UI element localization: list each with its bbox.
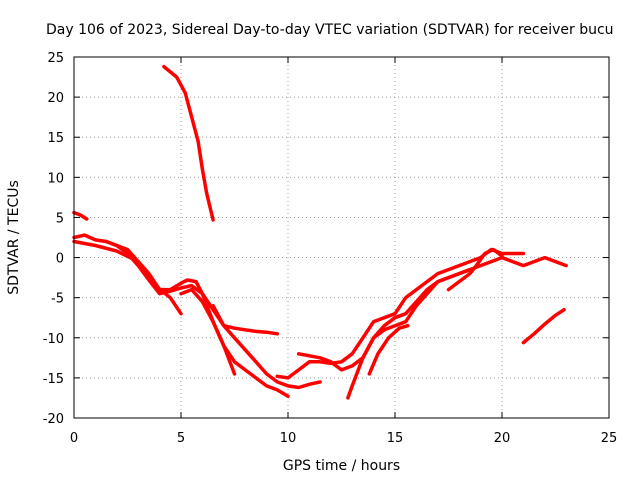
chart-title: Day 106 of 2023, Sidereal Day-to-day VTE… (46, 22, 614, 38)
y-tick-label: -5 (51, 292, 64, 307)
plot-frame (73, 56, 610, 419)
tick-labels: 0 5 10 15 20 25 -20 -15 -10 -5 0 5 10 15 20 25 (43, 51, 618, 446)
y-tick-label: 25 (47, 51, 64, 66)
y-tick-label: -10 (43, 332, 64, 347)
series-line-seg-d (104, 239, 183, 316)
x-tick-label: 0 (70, 431, 78, 446)
axis-ticks (73, 56, 610, 419)
y-tick-label: 15 (47, 131, 64, 146)
x-tick-label: 10 (280, 431, 297, 446)
y-tick-label: -20 (43, 412, 64, 427)
series-group (72, 64, 568, 400)
y-tick-label: 20 (47, 91, 64, 106)
series-line-seg-m (521, 307, 566, 345)
series-line-seg-i (296, 255, 568, 372)
series-line-seg-h (275, 247, 526, 380)
series-line-seg-l (446, 247, 504, 292)
y-tick-label: -15 (43, 372, 64, 387)
series-line-seg-f (211, 303, 322, 390)
y-tick-label: 10 (47, 171, 64, 186)
x-tick-label: 20 (494, 431, 511, 446)
y-axis-title: SDTVAR / TECUs (6, 180, 22, 295)
x-axis-title: GPS time / hours (283, 458, 400, 474)
series-line-seg-g (162, 64, 215, 222)
series-line-seg-k (367, 323, 410, 376)
series-line-seg-a (72, 210, 89, 221)
series-line-seg-e (179, 287, 237, 376)
grid (74, 57, 609, 418)
x-tick-label: 5 (177, 431, 185, 446)
x-tick-label: 25 (601, 431, 618, 446)
y-tick-label: 0 (56, 252, 64, 267)
y-tick-label: 5 (56, 211, 64, 226)
x-tick-label: 15 (387, 431, 404, 446)
series-line-seg-j (346, 267, 472, 400)
